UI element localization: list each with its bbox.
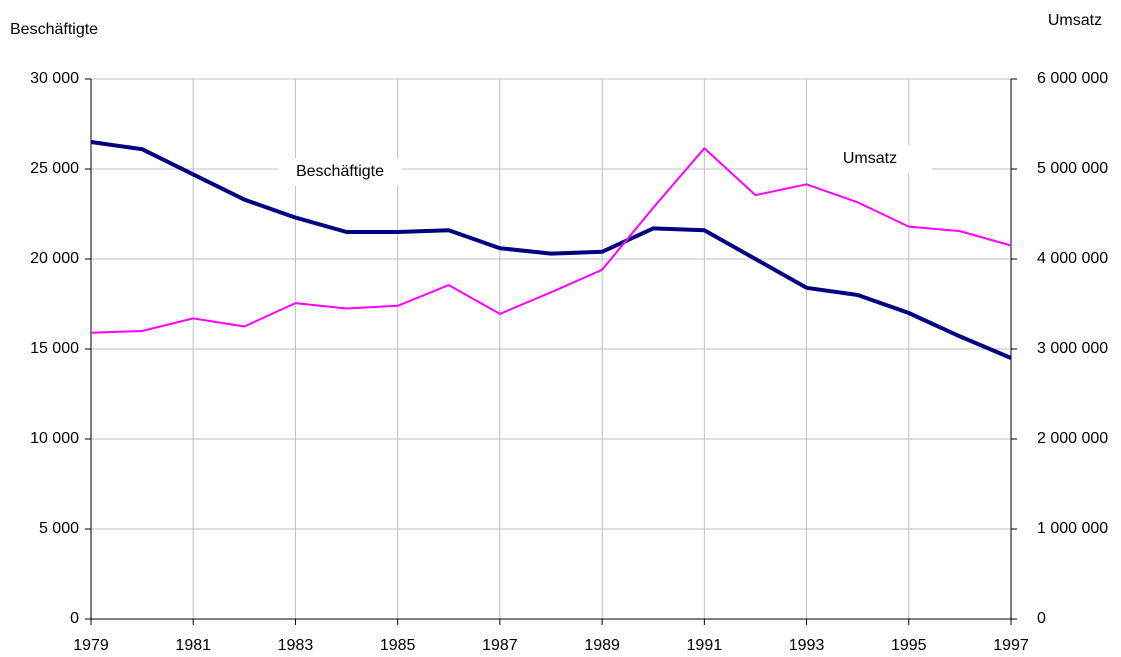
y-tick-label: 0 xyxy=(70,610,79,627)
y-tick-label: 30 000 xyxy=(30,70,79,87)
y2-tick-label: 2 000 000 xyxy=(1037,430,1108,447)
x-tick-label: 1995 xyxy=(891,637,927,654)
x-tick-label: 1987 xyxy=(482,637,518,654)
series-label-box xyxy=(808,145,932,173)
y2-tick-label: 5 000 000 xyxy=(1037,160,1108,177)
y2-tick-label: 0 xyxy=(1037,610,1046,627)
x-tick-label: 1981 xyxy=(175,637,211,654)
x-tick-label: 1997 xyxy=(993,637,1029,654)
y-tick-label: 20 000 xyxy=(30,250,79,267)
y-tick-label: 10 000 xyxy=(30,430,79,447)
series-label: Beschäftigte xyxy=(296,163,384,180)
y-tick-label: 5 000 xyxy=(39,520,79,537)
series-line xyxy=(90,147,1012,334)
y-axis-title: Beschäftigte xyxy=(10,21,98,38)
series-label-box xyxy=(278,158,402,186)
x-tick-label: 1979 xyxy=(73,637,109,654)
x-tick-label: 1993 xyxy=(789,637,825,654)
y2-tick-label: 4 000 000 xyxy=(1037,250,1108,267)
series-label: Umsatz xyxy=(843,150,897,167)
y-tick-label: 25 000 xyxy=(30,160,79,177)
x-tick-label: 1983 xyxy=(278,637,314,654)
x-tick-label: 1989 xyxy=(584,637,620,654)
y2-tick-label: 3 000 000 xyxy=(1037,340,1108,357)
x-tick-label: 1991 xyxy=(687,637,723,654)
series-line xyxy=(90,140,1012,360)
y2-axis-title: Umsatz xyxy=(1048,12,1102,29)
y2-tick-label: 1 000 000 xyxy=(1037,520,1108,537)
x-tick-label: 1985 xyxy=(380,637,416,654)
y-tick-label: 15 000 xyxy=(30,340,79,357)
y2-tick-label: 6 000 000 xyxy=(1037,70,1108,87)
